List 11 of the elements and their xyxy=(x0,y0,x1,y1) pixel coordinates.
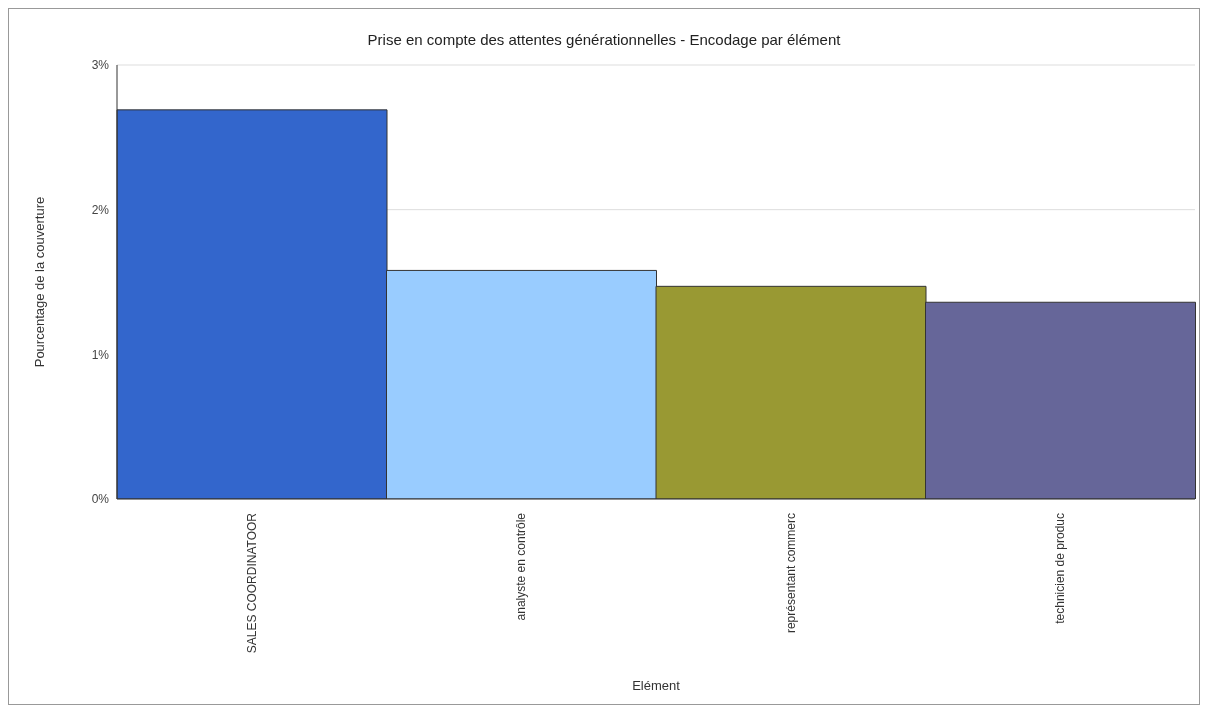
x-axis-title: Elément xyxy=(632,678,681,693)
x-tick-label: SALES COORDINATOOR xyxy=(244,512,259,654)
x-tick-label: technicien de produc xyxy=(1053,513,1068,624)
y-axis-title: Pourcentage de la couverture xyxy=(31,196,47,368)
x-tick-label: analyste en contrôle xyxy=(514,512,529,621)
y-tick-label: 0% xyxy=(91,492,110,507)
chart-title: Prise en compte des attentes générationnelles - Encodage par élément xyxy=(366,31,842,48)
y-tick-label: 2% xyxy=(91,202,110,217)
y-tick-label: 3% xyxy=(91,58,110,73)
x-tick-label: représentant commerc xyxy=(783,513,798,634)
y-tick-label: 1% xyxy=(91,347,110,362)
